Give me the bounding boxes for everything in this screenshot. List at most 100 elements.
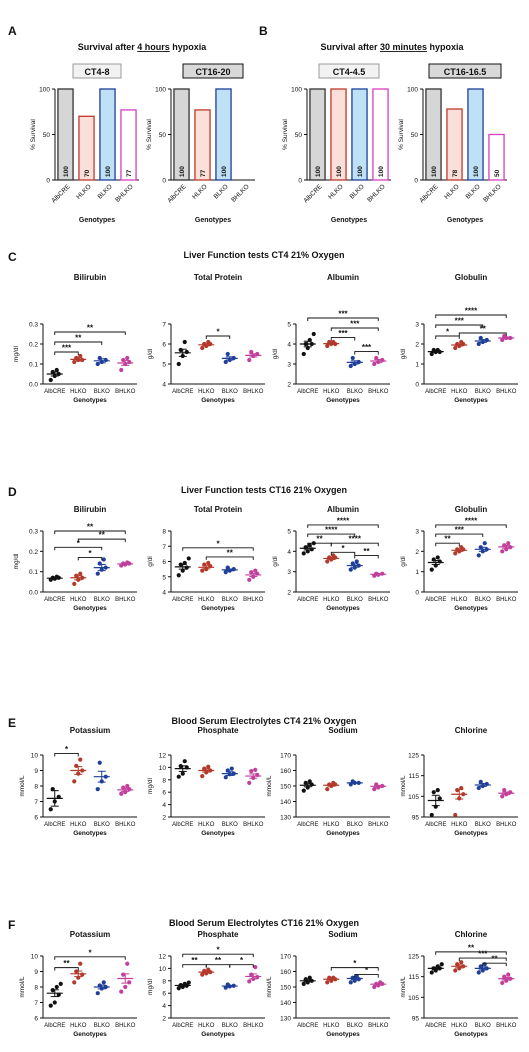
x-axis-label: Genotypes bbox=[454, 397, 488, 404]
x-axis-label: Genotypes bbox=[326, 830, 360, 837]
condition-tag: CT16-16.5 bbox=[444, 67, 487, 77]
data-point-albcre bbox=[182, 759, 187, 764]
significance-label: * bbox=[446, 328, 450, 337]
y-tick-label: 150 bbox=[280, 784, 291, 791]
data-point-albcre bbox=[176, 986, 181, 991]
y-tick-label: 12 bbox=[159, 753, 167, 760]
y-axis-label: g/dl bbox=[147, 556, 154, 567]
bar-value-label: 100 bbox=[473, 166, 480, 177]
subplot-title: Bilirubin bbox=[74, 505, 107, 514]
x-tick-label: BHLKO bbox=[115, 597, 136, 603]
y-tick-label: 150 bbox=[280, 985, 291, 992]
significance-bracket bbox=[330, 967, 379, 971]
x-tick-label: AlbCRE bbox=[297, 822, 318, 828]
y-tick-label: 8 bbox=[162, 978, 166, 985]
y-tick-label: 10 bbox=[31, 753, 39, 760]
y-axis-label: g/dl bbox=[400, 556, 407, 567]
significance-bracket bbox=[77, 556, 103, 561]
data-point-hlko bbox=[206, 764, 211, 769]
significance-label: *** bbox=[350, 320, 360, 329]
y-tick-label: 0.2 bbox=[29, 342, 38, 349]
significance-bracket bbox=[182, 953, 254, 958]
significance-bracket bbox=[435, 524, 507, 528]
data-point-albcre bbox=[429, 970, 434, 975]
x-tick-label: AlbCRE bbox=[50, 183, 72, 205]
condition-tag-box bbox=[72, 63, 122, 79]
data-point-blko bbox=[478, 335, 483, 341]
y-tick-label: 2 bbox=[415, 342, 419, 349]
y-tick-label: 8 bbox=[34, 784, 38, 791]
significance-bracket bbox=[330, 542, 379, 547]
y-tick-label: 130 bbox=[280, 815, 291, 822]
y-tick-label: 7 bbox=[162, 544, 166, 551]
y-tick-label: 130 bbox=[280, 1016, 291, 1023]
significance-bracket bbox=[354, 554, 379, 559]
y-tick-label: 4 bbox=[287, 342, 291, 349]
y-tick-label: 10 bbox=[31, 954, 39, 961]
data-point-hlko bbox=[200, 568, 205, 573]
significance-label: ** bbox=[227, 548, 234, 557]
y-tick-label: 0.3 bbox=[29, 529, 38, 536]
y-tick-label: 50 bbox=[43, 132, 51, 139]
significance-label: ** bbox=[363, 547, 370, 556]
significance-label: * bbox=[216, 539, 220, 548]
bar-value-label: 78 bbox=[452, 169, 459, 177]
x-tick-label: AlbCRE bbox=[418, 183, 440, 205]
x-axis-label: Genotypes bbox=[79, 217, 115, 224]
x-tick-label: AlbCRE bbox=[302, 183, 324, 205]
significance-label: * bbox=[88, 948, 92, 957]
data-point-blko bbox=[482, 541, 487, 546]
bar-value-label: 50 bbox=[494, 169, 501, 177]
subplot-title: Potassium bbox=[70, 930, 110, 939]
x-tick-label: BLKO bbox=[475, 597, 491, 603]
data-point-hlko bbox=[200, 345, 205, 351]
data-point-hlko bbox=[206, 967, 211, 972]
x-tick-label: AlbCRE bbox=[425, 389, 446, 395]
y-tick-label: 100 bbox=[39, 87, 50, 94]
data-point-albcre bbox=[307, 975, 312, 980]
bar-value-label: 100 bbox=[221, 166, 228, 177]
y-axis-label: mmol/L bbox=[266, 775, 273, 797]
panel-title-a: Survival after 4 hours hypoxia bbox=[78, 42, 208, 52]
x-tick-label: HLKO bbox=[70, 1023, 87, 1029]
bar-bhlko bbox=[372, 88, 389, 181]
data-point-albcre bbox=[301, 351, 306, 357]
significance-label: ** bbox=[468, 943, 475, 952]
data-point-bhlko bbox=[121, 357, 126, 363]
data-point-albcre bbox=[48, 807, 53, 812]
y-axis-label: mmol/L bbox=[19, 976, 26, 998]
x-tick-label: BHLKO bbox=[243, 389, 264, 395]
x-tick-label: HLKO bbox=[323, 597, 340, 603]
significance-label: **** bbox=[337, 516, 350, 525]
significance-bracket bbox=[435, 314, 507, 318]
y-tick-label: 3 bbox=[415, 529, 419, 536]
condition-tag-box bbox=[182, 63, 244, 79]
y-tick-label: 125 bbox=[408, 954, 419, 961]
data-point-albcre bbox=[184, 349, 189, 355]
panel-letter-f: F bbox=[8, 918, 15, 932]
x-tick-label: BLKO bbox=[94, 822, 110, 828]
data-point-albcre bbox=[48, 1003, 53, 1008]
y-tick-label: 2 bbox=[287, 382, 291, 389]
data-point-albcre bbox=[182, 339, 187, 345]
panel-title-b: Survival after 30 minutes hypoxia bbox=[320, 42, 464, 52]
x-tick-label: AlbCRE bbox=[44, 1023, 65, 1029]
x-axis-label: Genotypes bbox=[73, 1031, 107, 1038]
y-tick-label: 2 bbox=[415, 549, 419, 556]
data-point-blko bbox=[97, 355, 102, 361]
data-point-albcre bbox=[431, 790, 436, 795]
panel-title-d: Liver Function tests CT16 21% Oxygen bbox=[181, 485, 347, 495]
significance-label: ** bbox=[444, 535, 451, 544]
x-axis-label: Genotypes bbox=[454, 1031, 488, 1038]
x-tick-label: HLKO bbox=[323, 389, 340, 395]
x-axis-label: Genotypes bbox=[73, 605, 107, 612]
data-point-bhlko bbox=[253, 767, 258, 772]
y-tick-label: 0 bbox=[298, 178, 302, 185]
significance-bracket bbox=[205, 556, 254, 560]
subplot-title: Globulin bbox=[455, 273, 488, 282]
x-tick-label: HLKO bbox=[70, 597, 87, 603]
significance-bracket bbox=[205, 335, 231, 339]
data-point-hlko bbox=[200, 972, 205, 977]
significance-bracket bbox=[182, 547, 254, 551]
data-point-albcre bbox=[435, 555, 440, 560]
